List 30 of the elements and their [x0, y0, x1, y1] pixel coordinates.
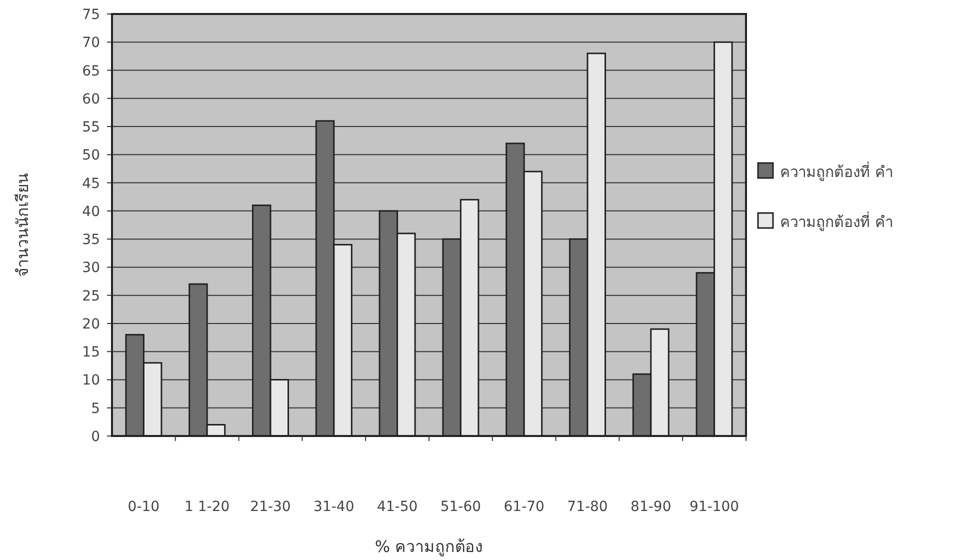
- x-tick-label: 31-40: [314, 499, 354, 515]
- x-tick-label: 91-100: [690, 499, 740, 515]
- y-tick-label: 40: [82, 204, 100, 220]
- y-tick-label: 55: [82, 120, 100, 136]
- x-tick-label: 61-70: [504, 499, 544, 515]
- y-tick-label: 30: [82, 260, 100, 276]
- legend-label: ความถูกต้องที่ คำ: [780, 161, 893, 181]
- x-tick-label: 21-30: [250, 499, 291, 515]
- y-tick-label: 45: [82, 176, 100, 192]
- y-tick-label: 75: [82, 7, 100, 23]
- y-tick-label: 25: [82, 288, 100, 304]
- y-tick-label: 35: [82, 232, 100, 248]
- x-tick-label: 71-80: [567, 499, 608, 515]
- x-tick-label: 81-90: [630, 499, 672, 515]
- x-tick-label: 1 1-20: [184, 499, 230, 515]
- y-tick-label: 5: [91, 400, 100, 417]
- y-tick-label: 50: [82, 148, 100, 164]
- y-tick-label: 15: [82, 344, 100, 361]
- x-tick-label: 51-60: [440, 499, 482, 515]
- x-tick-label: 0-10: [128, 499, 160, 515]
- y-axis-title: จำนวนนักเรียน: [13, 173, 32, 277]
- y-tick-label: 65: [82, 63, 100, 80]
- y-tick-label: 20: [82, 316, 100, 332]
- legend-label: ความถูกต้องที่ คำ: [780, 211, 893, 231]
- y-tick-label: 70: [82, 35, 100, 52]
- y-tick-label: 0: [91, 429, 100, 445]
- y-tick-label: 60: [82, 91, 100, 108]
- x-tick-label: 41-50: [376, 499, 418, 515]
- y-tick-label: 10: [82, 372, 100, 389]
- x-axis-title: % ความถูกต้อง: [374, 537, 484, 557]
